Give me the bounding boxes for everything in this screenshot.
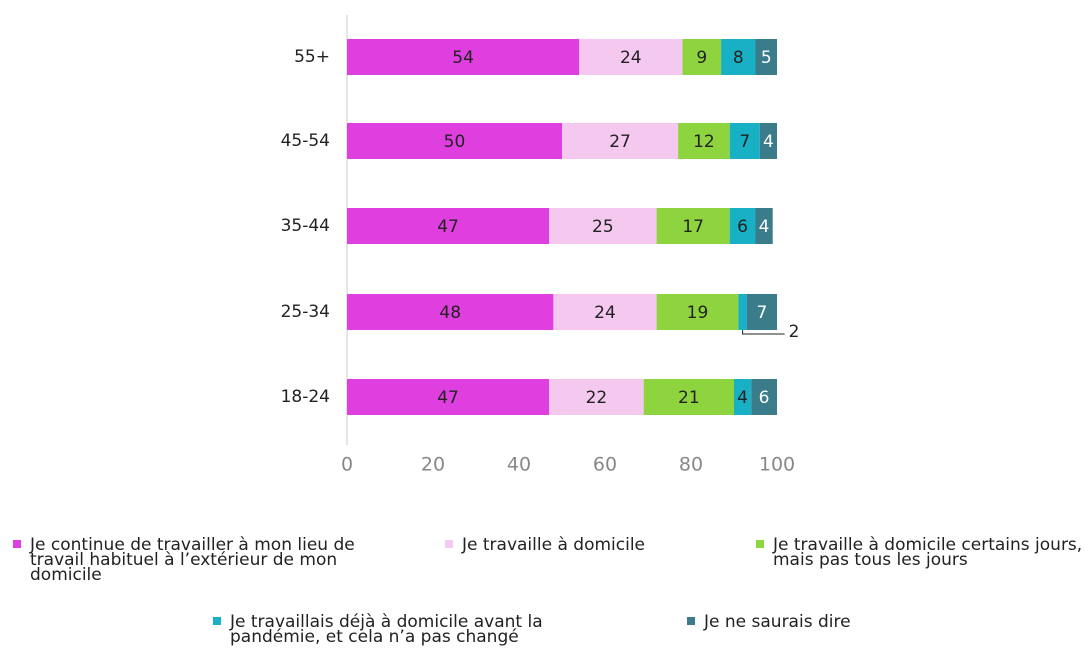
- data-label: 24: [594, 303, 616, 323]
- legend-label: Je travaille à domicile: [462, 535, 646, 555]
- bar-segment: [729, 208, 756, 244]
- bar-segment: [643, 379, 734, 415]
- legend-label: Je travaillais déjà à domicile avant la …: [230, 612, 543, 647]
- data-label: 48: [439, 303, 461, 323]
- data-label: 21: [678, 388, 700, 408]
- data-label: 4: [763, 132, 774, 152]
- bar-segment: [656, 208, 730, 244]
- y-tick-label: 55+: [294, 47, 330, 67]
- legend-swatch: [756, 540, 764, 548]
- bar-segment: [549, 379, 644, 415]
- bar-segment: [755, 39, 777, 75]
- data-label: 7: [757, 303, 768, 323]
- data-label: 4: [737, 388, 748, 408]
- data-label: 25: [592, 217, 614, 237]
- data-label: 22: [586, 388, 608, 408]
- bar-segment: [656, 294, 739, 330]
- data-label: 50: [444, 132, 466, 152]
- data-label: 6: [737, 217, 748, 237]
- bar-segment: [549, 208, 657, 244]
- bar-segment: [347, 294, 554, 330]
- y-tick-label: 25-34: [281, 302, 330, 322]
- y-tick-label: 45-54: [281, 131, 330, 151]
- x-tick-label: 100: [759, 454, 795, 476]
- bar-segment: [347, 208, 550, 244]
- x-tick-label: 60: [593, 454, 617, 476]
- data-label: 19: [687, 303, 709, 323]
- legend-swatch: [445, 540, 453, 548]
- bar-segment: [759, 123, 777, 159]
- legend-label: Je travaille à domicile certains jours, …: [773, 535, 1083, 570]
- y-tick-label: 18-24: [281, 387, 330, 407]
- y-tick-label: 35-44: [281, 216, 330, 236]
- legend-item: Je continue de travailler à mon lieu de …: [13, 535, 390, 585]
- bar-segment: [553, 294, 657, 330]
- data-label: 17: [682, 217, 704, 237]
- legend-swatch: [687, 617, 695, 625]
- data-label: 4: [759, 217, 770, 237]
- legend-item: Je ne saurais dire: [687, 612, 924, 632]
- bar-segment: [347, 123, 562, 159]
- bar-segment: [682, 39, 722, 75]
- bar-segment: [347, 39, 580, 75]
- x-tick-label: 40: [507, 454, 531, 476]
- bar-segment: [678, 123, 730, 159]
- legend-swatch: [13, 540, 21, 548]
- data-label: 5: [761, 48, 772, 68]
- data-label: 7: [739, 132, 750, 152]
- x-tick-label: 0: [341, 454, 353, 476]
- legend-label: Je ne saurais dire: [704, 612, 851, 632]
- bar-segment: [746, 294, 777, 330]
- data-label: 12: [693, 132, 715, 152]
- data-label: 6: [759, 388, 770, 408]
- legend-item: Je travaille à domicile: [445, 535, 722, 555]
- data-label: 8: [733, 48, 744, 68]
- bar-segment: [738, 294, 747, 330]
- bar-segment: [734, 379, 752, 415]
- bar-segment: [755, 208, 773, 244]
- leader-line: [742, 330, 785, 335]
- bar-segment: [751, 379, 777, 415]
- bar-segment: [562, 123, 679, 159]
- legend-swatch: [213, 617, 221, 625]
- x-tick-label: 80: [679, 454, 703, 476]
- data-label: 9: [696, 48, 707, 68]
- bar-segment: [721, 39, 756, 75]
- data-label: 54: [452, 48, 474, 68]
- bar-segment: [579, 39, 683, 75]
- bar-segment: [347, 379, 550, 415]
- data-label: 47: [437, 388, 459, 408]
- bar-segment: [729, 123, 760, 159]
- data-label: 27: [609, 132, 631, 152]
- legend-item: Je travaille à domicile certains jours, …: [756, 535, 1085, 570]
- x-tick-label: 20: [421, 454, 445, 476]
- data-label: 47: [437, 217, 459, 237]
- data-label: 24: [620, 48, 642, 68]
- legend-item: Je travaillais déjà à domicile avant la …: [213, 612, 610, 647]
- data-label: 2: [789, 322, 800, 342]
- legend-label: Je continue de travailler à mon lieu de …: [30, 535, 355, 585]
